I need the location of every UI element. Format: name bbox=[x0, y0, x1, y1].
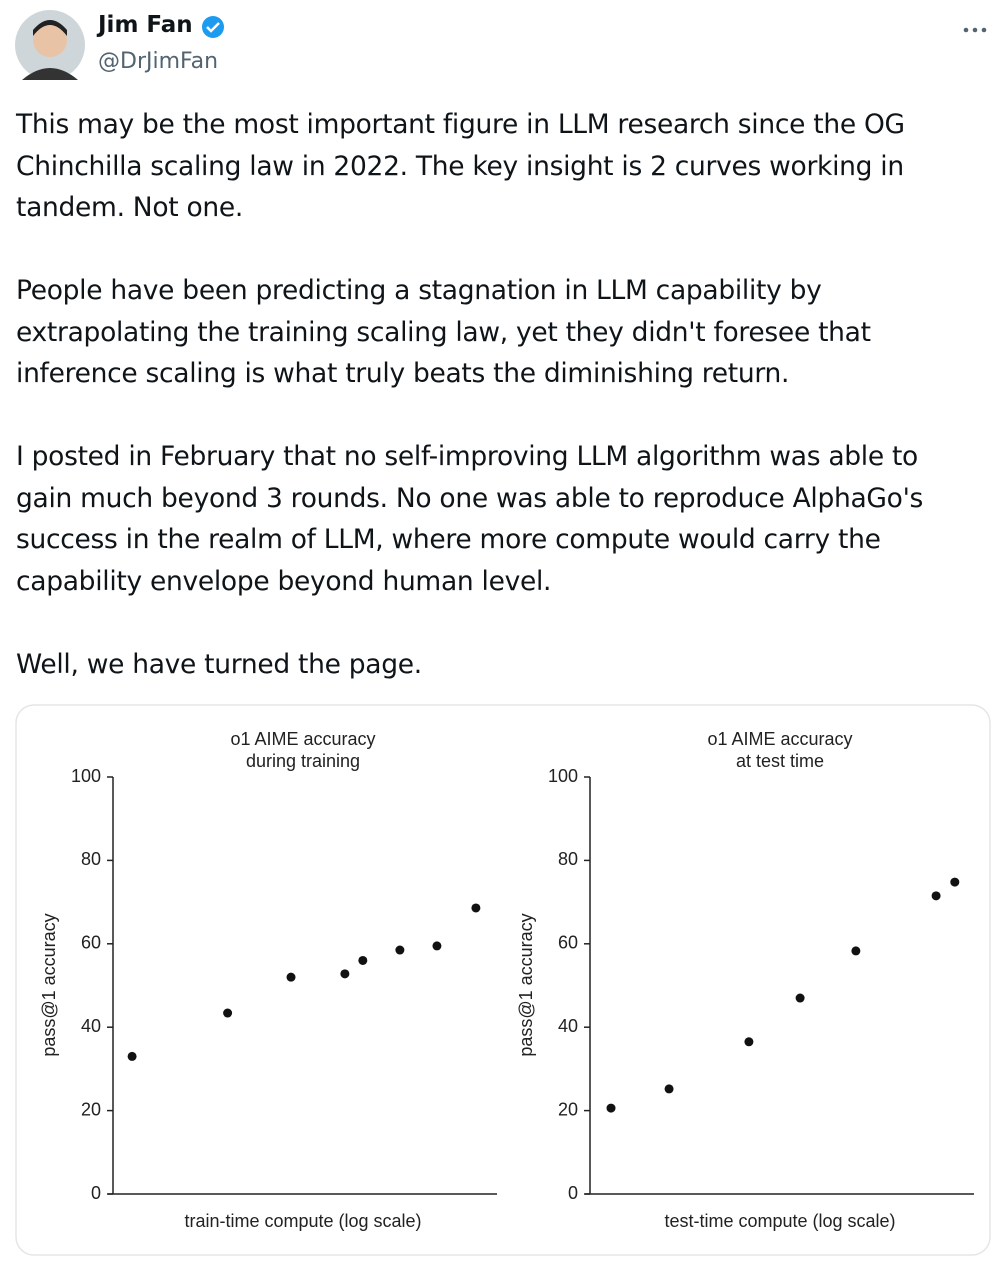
data-point bbox=[851, 946, 861, 956]
y-tick-label: 20 bbox=[81, 1099, 101, 1119]
paragraph: I posted in February that no self-improv… bbox=[16, 441, 924, 597]
chart-title: during training bbox=[246, 751, 360, 771]
data-point bbox=[127, 1051, 137, 1061]
y-tick-label: 0 bbox=[91, 1183, 101, 1203]
paragraph: People have been predicting a stagnation… bbox=[16, 275, 871, 389]
x-axis-label: test-time compute (log scale) bbox=[664, 1211, 895, 1231]
data-point bbox=[432, 941, 442, 951]
chart-title: o1 AIME accuracy bbox=[707, 729, 852, 749]
data-point bbox=[664, 1084, 674, 1094]
paragraph: Well, we have turned the page. bbox=[16, 648, 422, 680]
author-name[interactable]: Jim Fan bbox=[98, 12, 193, 38]
y-tick-label: 40 bbox=[558, 1016, 578, 1036]
chart-title: at test time bbox=[736, 751, 824, 771]
y-tick-label: 40 bbox=[81, 1016, 101, 1036]
media-card[interactable] bbox=[15, 704, 991, 1256]
author-handle[interactable]: @DrJimFan bbox=[98, 49, 219, 74]
data-point bbox=[950, 877, 960, 887]
y-tick-label: 60 bbox=[558, 933, 578, 953]
chart-title: o1 AIME accuracy bbox=[230, 729, 375, 749]
data-point bbox=[931, 891, 941, 901]
data-point bbox=[358, 955, 368, 965]
y-tick-label: 0 bbox=[568, 1183, 578, 1203]
y-tick-label: 80 bbox=[81, 849, 101, 869]
y-tick-label: 100 bbox=[548, 766, 578, 786]
y-tick-label: 20 bbox=[558, 1099, 578, 1119]
avatar-hair bbox=[33, 20, 67, 36]
avatar-face bbox=[33, 23, 67, 57]
y-tick-label: 80 bbox=[558, 849, 578, 869]
data-point bbox=[471, 903, 481, 913]
y-tick-label: 60 bbox=[81, 933, 101, 953]
verified-badge bbox=[202, 16, 224, 38]
paragraph: This may be the most important figure in… bbox=[16, 109, 905, 223]
tweet-text: This may be the most important figure in… bbox=[16, 104, 976, 727]
data-point bbox=[795, 993, 805, 1003]
y-axis-label: pass@1 accuracy bbox=[39, 913, 59, 1056]
y-tick-label: 100 bbox=[71, 766, 101, 786]
verified-check bbox=[206, 22, 220, 33]
data-point bbox=[744, 1037, 754, 1047]
avatar-body bbox=[22, 68, 78, 80]
data-point bbox=[340, 969, 350, 979]
data-point bbox=[286, 972, 296, 982]
y-axis-label: pass@1 accuracy bbox=[516, 913, 536, 1056]
data-point bbox=[395, 945, 405, 955]
more-menu[interactable] bbox=[963, 27, 987, 33]
data-point bbox=[223, 1008, 233, 1018]
data-point bbox=[606, 1103, 616, 1113]
x-axis-label: train-time compute (log scale) bbox=[184, 1211, 421, 1231]
